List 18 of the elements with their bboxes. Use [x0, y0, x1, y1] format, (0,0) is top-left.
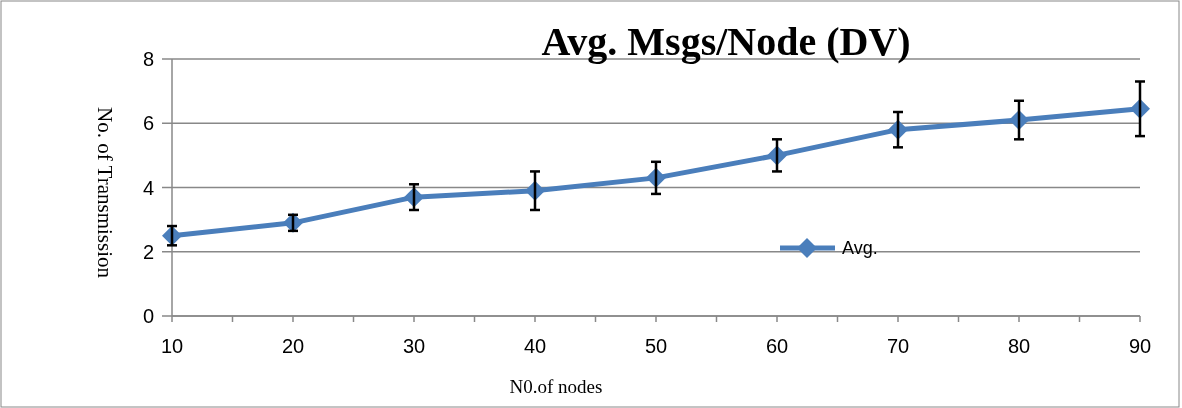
y-tick-label: 8 [142, 48, 154, 70]
x-tick-label: 30 [402, 335, 426, 357]
x-tick-label: 50 [644, 335, 668, 357]
y-tick-label: 4 [142, 176, 154, 199]
y-tick-label: 6 [142, 112, 154, 135]
x-tick-label: 90 [1128, 335, 1152, 357]
x-axis-title: N0.of nodes [509, 376, 603, 397]
legend-label: Avg. [842, 238, 878, 259]
x-tick-label: 20 [281, 335, 305, 357]
x-tick-label: 10 [160, 335, 184, 357]
y-tick-label: 0 [142, 305, 154, 327]
x-tick-label: 80 [1007, 335, 1031, 357]
chart-title: Avg. Msgs/Node (DV) [541, 19, 911, 64]
x-tick-label: 60 [765, 335, 789, 357]
y-axis-title: No. of Transmission [93, 107, 117, 279]
y-tick-label: 2 [142, 240, 154, 263]
x-tick-label: 40 [523, 335, 547, 357]
x-tick-label: 70 [886, 335, 910, 357]
